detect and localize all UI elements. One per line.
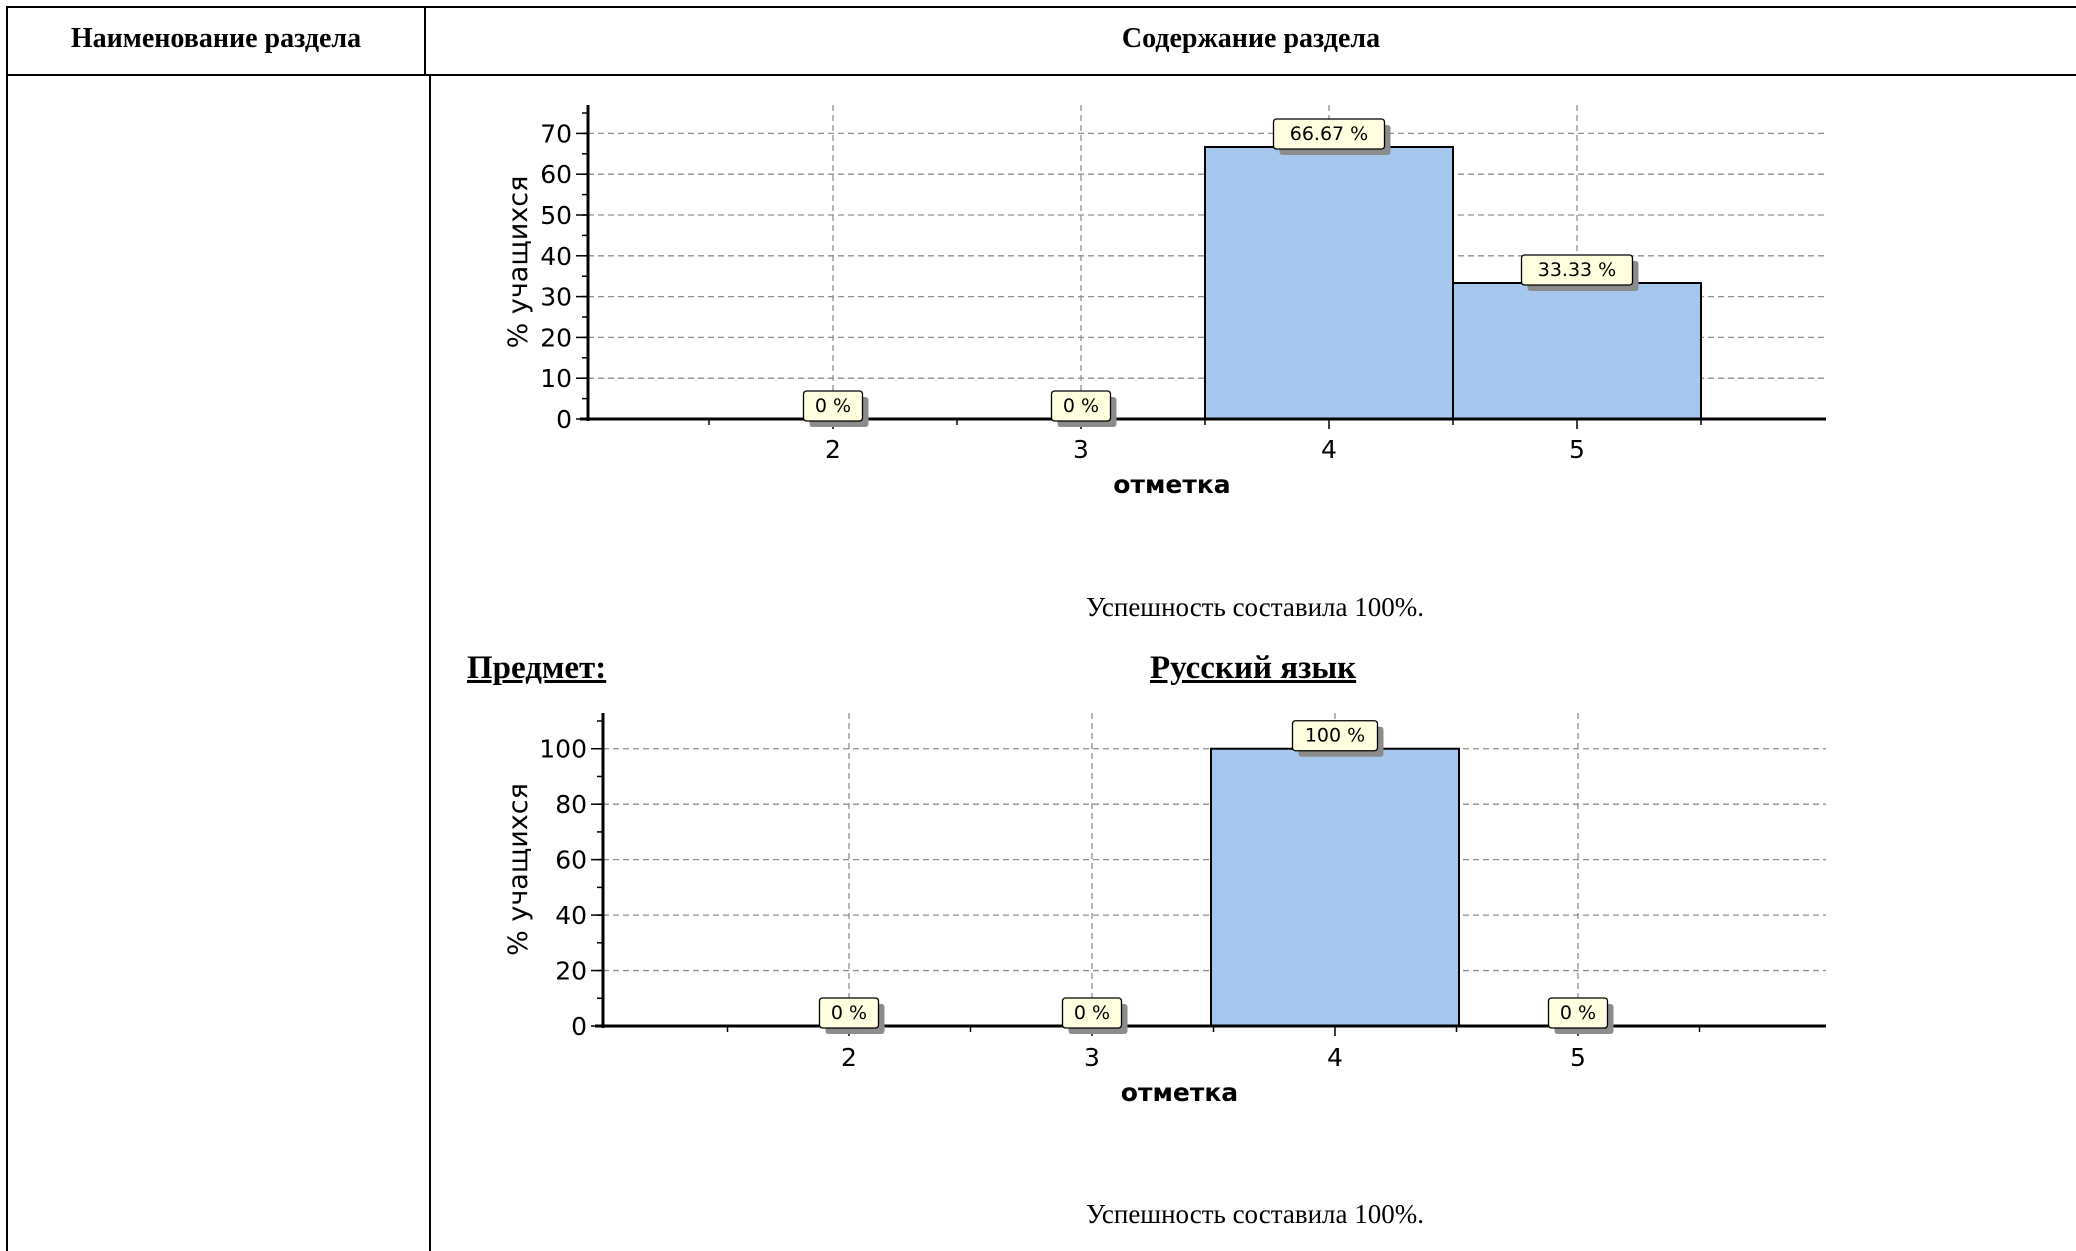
y-tick-label: 50	[540, 201, 572, 230]
y-tick-label: 20	[540, 323, 572, 352]
data-label: 0 %	[815, 395, 851, 417]
y-tick-label: 40	[555, 901, 587, 930]
y-tick-label: 0	[571, 1012, 587, 1041]
table-border-left	[6, 6, 8, 1251]
data-label-box	[1520, 254, 1634, 286]
subject-label: Предмет:	[467, 650, 607, 686]
data-label-box	[802, 390, 864, 422]
y-axis-label: % учащихся	[503, 176, 534, 349]
x-tick-label: 4	[1327, 1043, 1343, 1072]
y-tick-label: 0	[556, 405, 572, 434]
y-tick-label: 10	[540, 364, 572, 393]
data-label-box	[818, 997, 880, 1029]
table-border-column-divider-body	[429, 76, 431, 1251]
result-text-2: Успешность составила 100%.	[1086, 1199, 1424, 1229]
bar	[1452, 282, 1702, 421]
data-label: 33.33 %	[1538, 259, 1617, 281]
x-axis-label: отметка	[1113, 470, 1230, 499]
y-tick-label: 80	[555, 790, 587, 819]
x-tick-label: 5	[1569, 435, 1585, 464]
bar	[1210, 747, 1460, 1028]
data-label-box	[1050, 390, 1112, 422]
y-tick-label: 60	[555, 846, 587, 875]
y-tick-label: 60	[540, 160, 572, 189]
data-label: 100 %	[1305, 725, 1365, 747]
x-tick-label: 2	[825, 435, 841, 464]
y-tick-label: 30	[540, 283, 572, 312]
data-label: 0 %	[1063, 395, 1099, 417]
data-label-box	[1272, 118, 1386, 150]
data-label: 0 %	[1560, 1002, 1596, 1024]
bar	[1204, 145, 1454, 421]
data-label: 66.67 %	[1290, 123, 1369, 145]
subject-name: Русский язык	[1150, 650, 1357, 686]
y-tick-label: 20	[555, 957, 587, 986]
y-tick-label: 70	[540, 119, 572, 148]
x-tick-label: 3	[1084, 1043, 1100, 1072]
x-tick-label: 2	[841, 1043, 857, 1072]
x-tick-label: 3	[1073, 435, 1089, 464]
header-section-content: Содержание раздела	[1121, 23, 1381, 54]
y-tick-label: 100	[539, 735, 587, 764]
table-border-top	[6, 6, 2076, 8]
data-label: 0 %	[1074, 1002, 1110, 1024]
header-section-name: Наименование раздела	[70, 23, 362, 54]
chart-2: 0 20 40 60 80 100 2 3 4 5 отметка % учащихся 0 % 0 % 1…	[503, 713, 1826, 1107]
table-border-header-bottom	[6, 74, 2076, 76]
data-label-box	[1291, 720, 1379, 752]
data-label-box	[1061, 997, 1123, 1029]
x-axis-label: отметка	[1121, 1078, 1238, 1107]
data-label: 0 %	[831, 1002, 867, 1024]
y-axis-label: % учащихся	[503, 783, 534, 956]
x-tick-label: 4	[1321, 435, 1337, 464]
table-border-column-divider-header	[424, 6, 426, 76]
y-tick-label: 40	[540, 242, 572, 271]
x-tick-label: 5	[1570, 1043, 1586, 1072]
result-text-1: Успешность составила 100%.	[1086, 592, 1424, 622]
data-label-box	[1547, 997, 1609, 1029]
chart-1: 0 10 20 30 40 50 60 70 2 3 4 5 отметка % учащихся 0 % 0…	[503, 105, 1826, 499]
